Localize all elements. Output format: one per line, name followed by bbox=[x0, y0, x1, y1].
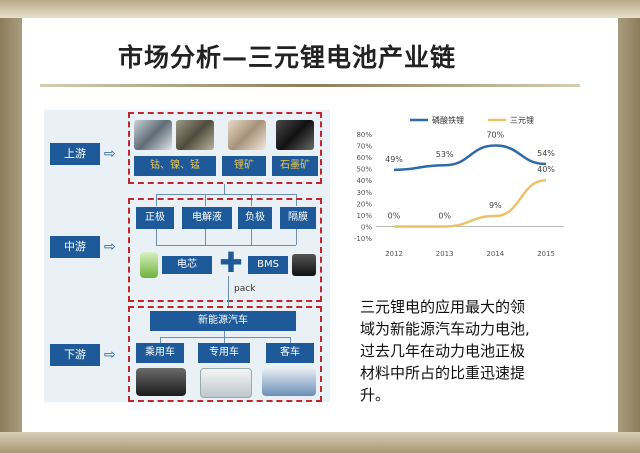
truck-image bbox=[200, 368, 252, 398]
stage-midstream: 中游 bbox=[50, 236, 100, 258]
title-divider bbox=[40, 84, 580, 87]
legend-label: 三元锂 bbox=[510, 115, 534, 125]
bottom-border bbox=[0, 432, 640, 453]
line-chart: -10% 0% 10% 20% 30% 40% 50% 60% 70% 80% 2012 2013 20… bbox=[338, 110, 578, 268]
material-cobalt-nickel-manganese: 钴、镍、锰 bbox=[134, 156, 216, 176]
description: 三元锂电的应用最大的领 域为新能源汽车动力电池, 过去几年在动力电池正极 材料中… bbox=[360, 296, 590, 406]
connector bbox=[160, 337, 290, 338]
bus-image bbox=[262, 368, 316, 396]
midstream-box bbox=[128, 198, 322, 302]
data-label: 53% bbox=[436, 150, 454, 159]
passenger-car-image bbox=[136, 368, 186, 396]
chevron-right-icon: ⇨ bbox=[104, 239, 116, 255]
upstream-box bbox=[128, 112, 322, 184]
bms-module-icon bbox=[292, 254, 316, 276]
component-cathode: 正极 bbox=[136, 207, 174, 229]
connector bbox=[160, 337, 161, 343]
downstream-box bbox=[128, 306, 322, 402]
battery-cell-icon bbox=[140, 252, 158, 278]
x-tick-label: 2014 bbox=[486, 250, 504, 258]
component-electrolyte: 电解液 bbox=[182, 207, 232, 229]
vehicle-passenger: 乘用车 bbox=[136, 343, 184, 363]
data-label: 0% bbox=[438, 211, 451, 220]
nev-box: 新能源汽车 bbox=[150, 311, 296, 331]
connector bbox=[156, 245, 296, 246]
slide-title: 市场分析—三元锂电池产业链 bbox=[118, 43, 457, 72]
cell-box: 电芯 bbox=[162, 256, 212, 274]
y-tick-label: 60% bbox=[356, 154, 372, 162]
description-line: 域为新能源汽车动力电池, bbox=[360, 320, 530, 338]
chevron-right-icon: ⇨ bbox=[104, 347, 116, 363]
x-tick-label: 2015 bbox=[537, 250, 555, 258]
x-tick-label: 2012 bbox=[385, 250, 403, 258]
top-border bbox=[0, 0, 640, 18]
connector bbox=[205, 194, 206, 206]
y-tick-label: 10% bbox=[356, 212, 372, 220]
connector bbox=[228, 276, 229, 306]
data-label: 54% bbox=[537, 149, 555, 158]
connector bbox=[205, 229, 206, 245]
x-tick-label: 2013 bbox=[436, 250, 454, 258]
description-line: 材料中所占的比重迅速提 bbox=[360, 364, 526, 382]
y-tick-label: 0% bbox=[361, 223, 372, 231]
y-tick-label: 70% bbox=[356, 143, 372, 151]
connector bbox=[224, 184, 225, 194]
lithium-ore-image bbox=[228, 120, 266, 150]
vehicle-special: 专用车 bbox=[198, 343, 250, 363]
connector bbox=[251, 229, 252, 245]
material-graphite: 石墨矿 bbox=[272, 156, 318, 176]
connector bbox=[156, 229, 157, 245]
series-line-0 bbox=[393, 144, 547, 172]
y-tick-label: 80% bbox=[356, 131, 372, 139]
pack-label: pack bbox=[234, 284, 256, 294]
vehicle-bus: 客车 bbox=[266, 343, 314, 363]
connector bbox=[156, 194, 157, 206]
stage-downstream: 下游 bbox=[50, 344, 100, 366]
legend-label: 磷酸铁锂 bbox=[432, 115, 464, 125]
line-chart-svg: -10% 0% 10% 20% 30% 40% 50% 60% 70% 80% 2012 2013 20… bbox=[354, 115, 564, 258]
component-anode: 负极 bbox=[238, 207, 272, 229]
data-label: 70% bbox=[486, 131, 504, 140]
cobalt-ore-image bbox=[134, 120, 172, 150]
connector bbox=[224, 331, 225, 337]
y-tick-label: -10% bbox=[354, 235, 372, 243]
data-label: 49% bbox=[385, 155, 403, 164]
connector bbox=[251, 194, 252, 206]
chevron-right-icon: ⇨ bbox=[104, 146, 116, 162]
y-tick-label: 50% bbox=[356, 166, 372, 174]
connector bbox=[156, 194, 296, 195]
graphite-ore-image bbox=[276, 120, 314, 150]
data-label: 40% bbox=[537, 165, 555, 174]
plus-icon: ✚ bbox=[219, 246, 243, 279]
description-line: 三元锂电的应用最大的领 bbox=[360, 298, 526, 316]
connector bbox=[290, 337, 291, 343]
connector bbox=[224, 337, 225, 343]
connector bbox=[296, 194, 297, 206]
series-line-1 bbox=[394, 178, 547, 228]
connector bbox=[296, 229, 297, 245]
y-tick-label: 20% bbox=[356, 200, 372, 208]
data-label: 9% bbox=[489, 201, 502, 210]
bms-box: BMS bbox=[248, 256, 288, 274]
y-tick-label: 30% bbox=[356, 189, 372, 197]
material-lithium: 锂矿 bbox=[222, 156, 266, 176]
description-line: 过去几年在动力电池正极 bbox=[360, 342, 526, 360]
stage-upstream: 上游 bbox=[50, 143, 100, 165]
nickel-ore-image bbox=[176, 120, 214, 150]
y-tick-label: 40% bbox=[356, 177, 372, 185]
description-line: 升。 bbox=[360, 386, 391, 404]
component-separator: 隔膜 bbox=[280, 207, 316, 229]
data-label: 0% bbox=[388, 211, 401, 220]
